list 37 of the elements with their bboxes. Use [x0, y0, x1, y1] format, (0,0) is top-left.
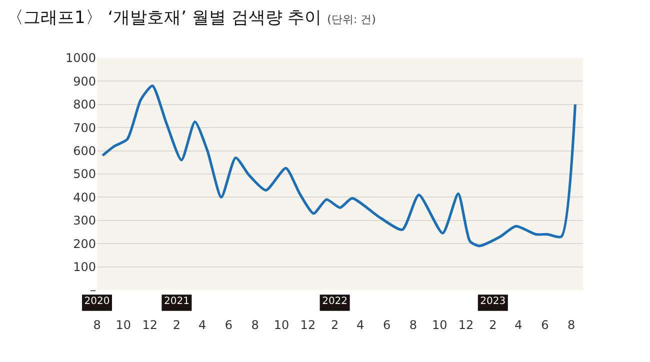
- y-tick-label: 1000: [65, 51, 96, 66]
- x-tick-label: 6: [541, 318, 549, 332]
- x-tick-label: 10: [274, 318, 290, 332]
- x-tick-label: 8: [409, 318, 418, 332]
- x-tick-label: 8: [567, 318, 576, 332]
- x-tick-label: 4: [198, 318, 206, 332]
- x-tick-label: 12: [458, 318, 474, 332]
- x-tick-label: 10: [432, 318, 448, 332]
- y-tick-label: 100: [73, 260, 96, 274]
- x-tick-label: 6: [224, 318, 232, 332]
- y-tick-label: 300: [73, 214, 96, 228]
- x-tick-label: 2: [172, 318, 181, 332]
- x2-tick-label: 2021: [164, 296, 190, 307]
- x-tick-label: 4: [356, 318, 364, 332]
- x-tick-label: 12: [300, 318, 316, 332]
- x-tick-label: 6: [382, 318, 391, 332]
- y-tick-label: 400: [73, 190, 96, 204]
- x-tick-label: 10: [116, 318, 132, 332]
- chart-title: 〈그래프1〉 ‘개발호재’ 월별 검색량 추이: [6, 8, 322, 28]
- chart-subtitle: (단위: 건): [327, 12, 376, 26]
- x-tick-label: 8: [93, 318, 101, 332]
- x-tick-label: 4: [514, 318, 522, 332]
- y-tick-label: –: [90, 283, 96, 298]
- y-tick-label: 900: [73, 74, 96, 88]
- y-tick-label: 500: [73, 167, 96, 182]
- y-tick-label: 700: [73, 120, 96, 135]
- x-tick-label: 12: [142, 318, 158, 332]
- y-tick-label: 200: [73, 236, 96, 251]
- x-tick-label: 8: [251, 318, 259, 332]
- y-tick-label: 600: [73, 144, 96, 158]
- line-series: [101, 84, 576, 248]
- y-tick-label: 800: [73, 98, 96, 112]
- x2-tick-label: 2022: [322, 296, 348, 307]
- x-tick-label: 2: [330, 318, 339, 332]
- x2-tick-label: 2023: [480, 296, 506, 307]
- x-tick-label: 2: [489, 318, 497, 332]
- x2-tick-label: 2020: [84, 296, 110, 307]
